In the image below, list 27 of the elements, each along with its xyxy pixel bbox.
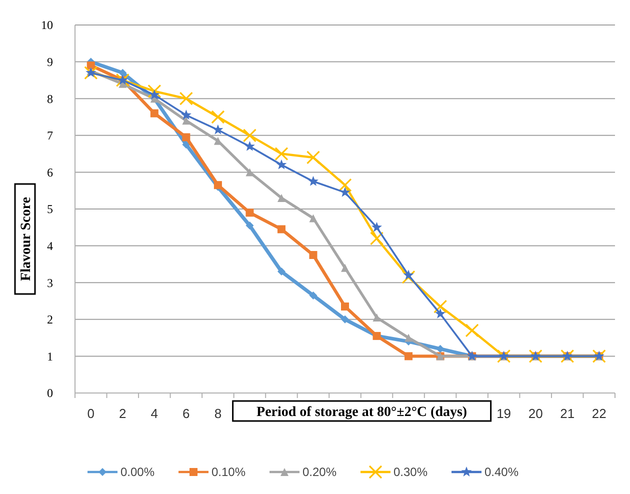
legend-label: 0.00% [120, 465, 155, 480]
x-tick-label: 19 [496, 406, 512, 421]
x-tick-label: 20 [528, 406, 543, 421]
y-tick-label: 3 [47, 276, 53, 290]
y-tick-label: 6 [47, 165, 53, 180]
y-tick-label: 8 [47, 92, 53, 106]
x-tick-label: 4 [150, 406, 158, 421]
legend-label: 0.20% [302, 465, 337, 480]
y-tick-label: 10 [41, 18, 53, 32]
legend-label: 0.40% [484, 465, 519, 480]
x-tick-label: 22 [592, 406, 606, 421]
x-tick-label: 0 [87, 406, 94, 421]
legend-label: 0.30% [394, 465, 428, 480]
y-tick-label: 9 [47, 55, 53, 69]
y-tick-label: 0 [47, 386, 53, 400]
y-tick-label: 1 [47, 349, 53, 364]
x-axis-title: Period of storage at 80°±2°C (days) [256, 405, 468, 420]
y-tick-label: 7 [47, 128, 53, 143]
y-tick-label: 5 [47, 202, 53, 216]
y-axis-title: Flavour Score [19, 197, 34, 281]
x-tick-label: 21 [560, 406, 575, 421]
y-tick-label: 2 [47, 312, 53, 327]
y-tick-label: 4 [47, 239, 53, 253]
x-tick-label: 2 [119, 406, 126, 421]
x-tick-label: 6 [182, 406, 190, 421]
x-tick-label: 8 [214, 406, 222, 421]
legend-label: 0.10% [212, 465, 246, 480]
